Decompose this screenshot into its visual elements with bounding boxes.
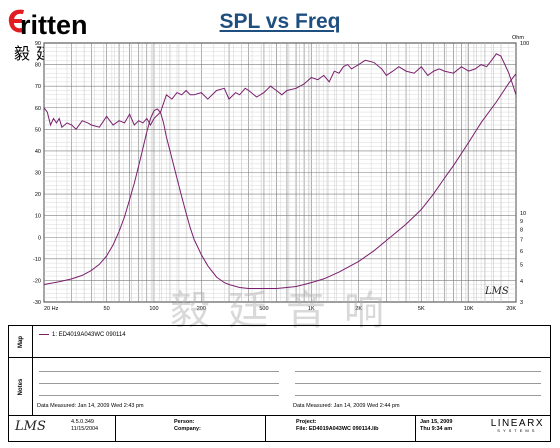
map-row: Map 1: ED4019A043WC 090114 bbox=[9, 326, 550, 358]
y2-tick-label: 4 bbox=[520, 279, 523, 285]
note-line bbox=[39, 395, 279, 396]
y2-tick-label: 3 bbox=[520, 300, 523, 306]
y2-tick-label: 10 bbox=[520, 211, 526, 217]
y-tick-label: 30 bbox=[35, 171, 41, 177]
x-tick-label: 20K bbox=[506, 306, 516, 312]
y2-tick-label: 6 bbox=[520, 249, 523, 255]
series-line-spl bbox=[43, 53, 517, 131]
map-side-label: Map bbox=[9, 326, 33, 357]
linearx-logo: LINEARX SYSTEMS bbox=[490, 418, 544, 433]
notes-side-label: Notes bbox=[9, 358, 33, 415]
y-tick-label: 50 bbox=[35, 127, 41, 133]
x-tick-label: 2K bbox=[355, 306, 362, 312]
series-line-impedance bbox=[43, 73, 517, 289]
measured-left: Data Measured: Jan 14, 2009 Wed 2:43 pm bbox=[37, 403, 144, 409]
date-cell: Jan 15, 2009 Thu 9:34 am bbox=[415, 416, 467, 441]
y-tick-label: 40 bbox=[35, 149, 41, 155]
lms-logo: LMS bbox=[15, 419, 46, 434]
y-tick-label: 0 bbox=[38, 235, 41, 241]
y-tick-label: 80 bbox=[35, 63, 41, 69]
measured-right: Data Measured: Jan 14, 2009 Wed 2:44 pm bbox=[293, 403, 400, 409]
legend-entry[interactable]: 1: ED4019A043WC 090114 bbox=[39, 332, 126, 338]
version-info: 4.5.0.349 11/15/2004 bbox=[71, 419, 99, 432]
y2-tick-label: 8 bbox=[520, 228, 523, 234]
y-tick-label: 20 bbox=[35, 192, 41, 198]
note-line bbox=[295, 371, 541, 372]
logo-brand: ritten bbox=[20, 10, 88, 40]
note-line bbox=[39, 383, 279, 384]
notes-row: Notes Data Measured: Jan 14, 2009 Wed 2:… bbox=[9, 358, 550, 416]
right-axis-unit: Ohm bbox=[512, 35, 524, 41]
y-tick-label: 70 bbox=[35, 84, 41, 90]
x-tick-label: 10K bbox=[464, 306, 474, 312]
x-tick-label: 100 bbox=[149, 306, 158, 312]
info-panel: Map 1: ED4019A043WC 090114 Notes Data Me… bbox=[8, 325, 551, 442]
y-tick-label: -10 bbox=[33, 257, 41, 263]
x-tick-label: 50 bbox=[104, 306, 110, 312]
plot-lms-badge: LMS bbox=[485, 286, 509, 297]
y-tick-label: -20 bbox=[33, 278, 41, 284]
note-line bbox=[295, 383, 541, 384]
footer-row: LMS 4.5.0.349 11/15/2004 Person: Company:… bbox=[9, 416, 550, 441]
x-tick-label: 1K bbox=[308, 306, 315, 312]
person-cell: Person: Company: bbox=[115, 416, 265, 441]
y2-tick-label: 100 bbox=[520, 41, 529, 47]
project-cell: Project: File: ED4019A043WC 090114.lib bbox=[265, 416, 415, 441]
note-line bbox=[39, 371, 279, 372]
logo-e-icon bbox=[8, 9, 24, 33]
y2-tick-label: 7 bbox=[520, 237, 523, 243]
legend-swatch bbox=[39, 333, 49, 335]
y-tick-label: -30 bbox=[33, 300, 41, 306]
x-tick-label: 500 bbox=[259, 306, 268, 312]
chart-title: SPL vs Freq bbox=[219, 10, 341, 33]
y-tick-label: 90 bbox=[35, 41, 41, 47]
x-tick-label: 20 Hz bbox=[44, 306, 59, 312]
y2-tick-label: 5 bbox=[520, 262, 523, 268]
y-tick-label: 10 bbox=[35, 214, 41, 220]
x-tick-label: 5K bbox=[418, 306, 425, 312]
x-tick-label: 200 bbox=[197, 306, 206, 312]
y-tick-label: 60 bbox=[35, 106, 41, 112]
y2-tick-label: 9 bbox=[520, 219, 523, 225]
note-line bbox=[295, 395, 541, 396]
